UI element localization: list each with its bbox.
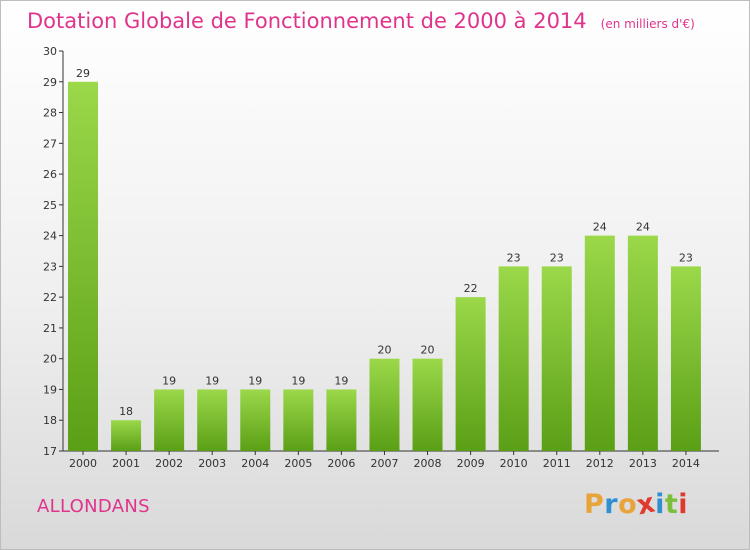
bar-value-label: 20 <box>421 344 435 357</box>
y-tick-label: 18 <box>43 414 57 427</box>
x-tick-label: 2002 <box>155 457 183 470</box>
bar-2013 <box>627 235 658 451</box>
x-tick-label: 2000 <box>69 457 97 470</box>
bar-2000 <box>68 81 98 452</box>
bar-value-label: 19 <box>248 374 262 387</box>
bar-value-label: 24 <box>593 221 607 234</box>
y-tick-label: 20 <box>43 353 57 366</box>
y-tick-label: 28 <box>43 107 57 120</box>
y-tick-label: 21 <box>43 322 57 335</box>
logo-letter: t <box>664 489 679 520</box>
bar-value-label: 19 <box>334 374 348 387</box>
x-tick-label: 2005 <box>284 457 312 470</box>
x-tick-label: 2009 <box>457 457 485 470</box>
axes: 17 18 19 20 21 22 23 24 25 26 27 28 29 30 2000 2001 2002… <box>43 45 719 470</box>
logo-letter: r <box>604 489 619 520</box>
bar-value-label: 29 <box>76 67 90 80</box>
bar-2004 <box>240 389 271 451</box>
bar-value-label: 19 <box>162 374 176 387</box>
bar-value-label: 23 <box>679 251 693 264</box>
x-tick-label: 2001 <box>112 457 140 470</box>
x-tick-label: 2003 <box>198 457 226 470</box>
bar-2003 <box>197 389 228 451</box>
y-tick-label: 30 <box>43 45 57 58</box>
y-tick-label: 17 <box>43 445 57 458</box>
y-tick-label: 19 <box>43 383 57 396</box>
x-tick-label: 2008 <box>414 457 442 470</box>
commune-name: ALLONDANS <box>37 496 150 517</box>
bar-2010 <box>498 266 529 451</box>
logo-letter: i <box>678 489 689 520</box>
x-tick-label: 2004 <box>241 457 269 470</box>
bar-value-label: 18 <box>119 405 133 418</box>
x-tick-label: 2014 <box>672 457 700 470</box>
chart-title: Dotation Globale de Fonctionnement de 20… <box>27 9 695 33</box>
bar-2005 <box>283 389 314 451</box>
bars: 29 18 19 19 19 19 19 20 20 22 23 23 24 24 23 <box>68 67 701 452</box>
bar-2014 <box>670 266 701 451</box>
y-tick-label: 22 <box>43 291 57 304</box>
bar-value-label: 20 <box>377 344 391 357</box>
bar-2002 <box>154 389 185 451</box>
title-unit: (en milliers d'€) <box>600 17 695 31</box>
logo-letter: o <box>618 489 638 520</box>
bar-value-label: 23 <box>550 251 564 264</box>
proxiti-logo[interactable]: Proxiti <box>584 487 689 521</box>
bar-2007 <box>369 358 400 451</box>
x-tick-label: 2007 <box>370 457 398 470</box>
y-tick-label: 24 <box>43 230 57 243</box>
bar-value-label: 24 <box>636 221 650 234</box>
logo-letter: i <box>655 489 665 520</box>
x-tick-label: 2006 <box>327 457 355 470</box>
bar-value-label: 19 <box>205 374 219 387</box>
y-tick-label: 26 <box>43 168 57 181</box>
bar-2008 <box>412 358 443 451</box>
bar-2001 <box>111 420 142 451</box>
y-tick-label: 29 <box>43 76 57 89</box>
bar-2011 <box>541 266 572 451</box>
title-main: Dotation Globale de Fonctionnement de 20… <box>27 9 587 33</box>
bar-2009 <box>455 297 486 451</box>
x-tick-label: 2013 <box>629 457 657 470</box>
y-tick-label: 25 <box>43 199 57 212</box>
bar-value-label: 22 <box>464 282 478 295</box>
y-tick-label: 27 <box>43 137 57 150</box>
bar-2006 <box>326 389 357 451</box>
bar-2012 <box>584 235 615 451</box>
bar-value-label: 23 <box>507 251 521 264</box>
x-tick-label: 2012 <box>586 457 614 470</box>
bar-value-label: 19 <box>291 374 305 387</box>
x-tick-label: 2010 <box>500 457 528 470</box>
logo-letter: P <box>584 489 605 520</box>
y-tick-label: 23 <box>43 260 57 273</box>
x-tick-label: 2011 <box>543 457 571 470</box>
